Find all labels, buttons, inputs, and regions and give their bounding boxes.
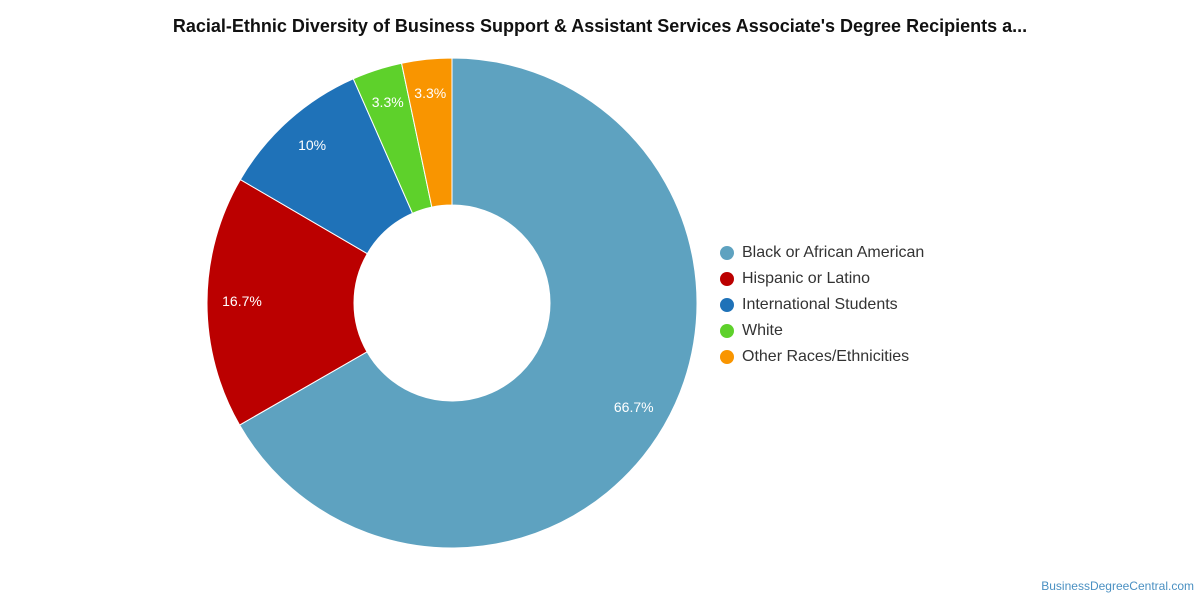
source-credit: BusinessDegreeCentral.com [1041, 579, 1194, 593]
legend-item[interactable]: Hispanic or Latino [720, 266, 924, 292]
chart-title: Racial-Ethnic Diversity of Business Supp… [172, 16, 1028, 36]
slice-value-label: 3.3% [414, 85, 446, 101]
legend: Black or African American Hispanic or Lat… [720, 240, 924, 370]
slice-value-label: 66.7% [614, 399, 654, 415]
slice-hispanic-or-latino[interactable] [206, 178, 369, 426]
legend-swatch [720, 324, 734, 338]
legend-swatch [720, 298, 734, 312]
legend-label: International Students [742, 296, 898, 313]
legend-swatch [720, 246, 734, 260]
legend-item[interactable]: Other Races/Ethnicities [720, 344, 924, 370]
slice-value-label: 10% [298, 137, 326, 153]
legend-item[interactable]: Black or African American [720, 240, 924, 266]
legend-item[interactable]: International Students [720, 292, 924, 318]
slice-value-label: 16.7% [222, 293, 262, 309]
legend-label: Other Races/Ethnicities [742, 348, 910, 365]
legend-label: Hispanic or Latino [742, 270, 871, 287]
legend-swatch [720, 350, 734, 364]
legend-item[interactable]: White [720, 318, 924, 344]
legend-swatch [720, 272, 734, 286]
legend-label: Black or African American [742, 244, 925, 261]
slice-value-label: 3.3% [372, 94, 404, 110]
slice-black-or-african-american[interactable] [238, 57, 698, 549]
legend-label: White [742, 322, 783, 339]
slice-other-races-ethnicities[interactable] [400, 57, 453, 208]
